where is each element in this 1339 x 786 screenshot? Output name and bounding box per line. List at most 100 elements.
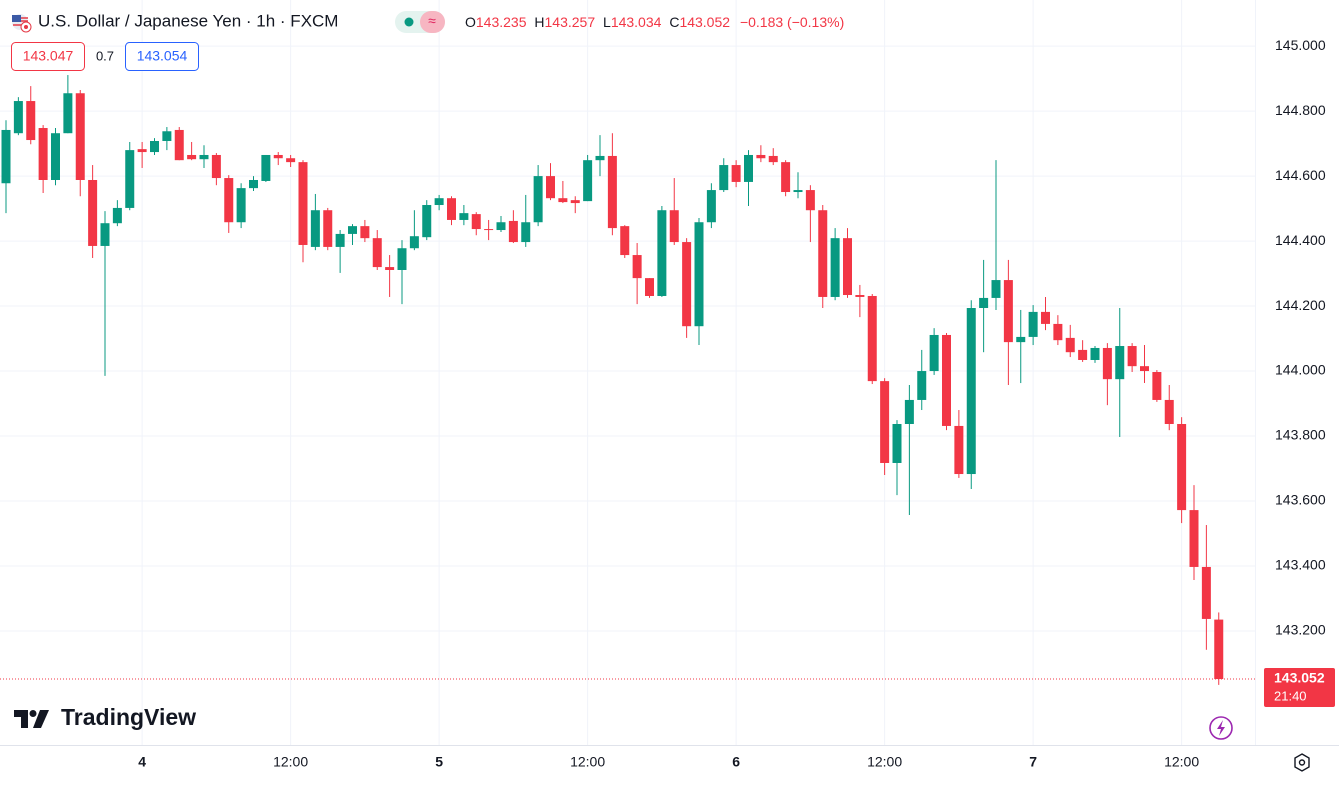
last-price-label: 143.052 [1274, 670, 1325, 686]
candle-body [273, 154, 283, 159]
candle-body [855, 295, 865, 297]
candle-body [533, 176, 543, 223]
candle-body [966, 308, 976, 475]
y-tick-label: 144.400 [1275, 232, 1326, 248]
x-tick-label: 5 [435, 754, 443, 770]
candle-body [1016, 336, 1026, 343]
candle-body [1201, 566, 1211, 619]
candle-body [595, 155, 605, 161]
logo-icon [14, 710, 49, 728]
candle-body [719, 165, 729, 191]
candle-body [917, 371, 927, 400]
x-tick-label: 12:00 [1164, 754, 1199, 770]
bid-price: 143.047 [23, 48, 74, 64]
y-tick-label: 145.000 [1275, 37, 1326, 53]
candle-body [13, 101, 23, 134]
alert-icon[interactable] [1209, 716, 1233, 740]
candle-body [286, 158, 296, 163]
candle-body [75, 93, 85, 180]
candle-body [372, 238, 382, 268]
candle-body [521, 222, 531, 243]
y-tick-label: 143.600 [1275, 492, 1326, 508]
ohlc-value: 143.034 [611, 14, 662, 30]
candle-body [459, 213, 469, 220]
candle-body [632, 255, 642, 279]
candle-body [397, 248, 407, 270]
x-tick-label: 4 [138, 754, 146, 770]
candle-body [645, 278, 654, 296]
candle-body [38, 128, 48, 180]
flag-icon [12, 14, 32, 33]
candle-body [137, 149, 147, 153]
candle-body [1053, 323, 1063, 341]
candle-body [360, 226, 370, 239]
candle-body [471, 214, 481, 230]
candle-body [818, 210, 828, 297]
ohlc-key: O [465, 14, 476, 30]
x-tick-label: 12:00 [570, 754, 605, 770]
spread: 0.7 [96, 48, 114, 63]
overlay: 143.200 143.400 143.600 143.800 144.000 144.2… [0, 37, 1335, 770]
ohlc-value: 143.257 [545, 14, 596, 30]
market-open-dot [404, 17, 414, 27]
candle-body [1102, 347, 1112, 380]
candle-body [211, 154, 221, 179]
candle-body [348, 226, 357, 234]
candle-body [756, 154, 766, 159]
candle-body [447, 198, 456, 220]
grid [0, 0, 1255, 745]
buy-button[interactable] [125, 42, 199, 71]
candle-body [929, 334, 939, 372]
candle-body [496, 222, 506, 231]
candle-body [706, 190, 716, 223]
y-tick-label: 144.800 [1275, 102, 1326, 118]
candle-body [731, 165, 741, 182]
candle-body [1078, 349, 1088, 360]
candle-body [323, 210, 333, 247]
candle-body [954, 425, 964, 475]
sell-button[interactable] [11, 42, 85, 71]
ohlc-key: C [669, 14, 679, 30]
candle-body [125, 150, 135, 208]
x-tick-label: 7 [1029, 754, 1037, 770]
candle-body [335, 233, 345, 247]
candle-body [768, 155, 778, 163]
candle-body [1115, 346, 1125, 380]
candle-body [26, 101, 36, 141]
candle-body [224, 178, 234, 223]
candle-body [112, 207, 122, 224]
candle-body [830, 238, 840, 297]
candle-body [805, 190, 815, 211]
candle-body [409, 236, 419, 249]
candle-body [1003, 280, 1013, 343]
y-tick-label: 144.000 [1275, 362, 1326, 378]
ohlc-value: 143.052 [679, 14, 730, 30]
candle-body [1065, 337, 1075, 353]
candle-body [657, 210, 667, 296]
candle-body [88, 179, 98, 246]
candle-body [187, 154, 197, 160]
candle-body [793, 190, 803, 193]
candle-body [583, 160, 593, 202]
y-tick-label: 143.800 [1275, 427, 1326, 443]
candle-body [385, 267, 395, 270]
candle-body [310, 210, 320, 247]
candle-body [199, 154, 209, 160]
candle-body [1090, 347, 1100, 360]
candle-body [843, 238, 852, 296]
y-tick-label: 144.200 [1275, 297, 1326, 313]
candle-body [1140, 366, 1149, 372]
candle-body [620, 226, 630, 256]
x-tick-label: 12:00 [867, 754, 902, 770]
candle-body [51, 133, 60, 180]
candle-body [781, 162, 791, 193]
ask-price: 143.054 [137, 48, 188, 64]
x-tick-label: 6 [732, 754, 740, 770]
ohlc-key: L [603, 14, 611, 30]
candle-body [150, 141, 159, 153]
candle-body [1028, 311, 1038, 337]
settings-icon[interactable] [1294, 753, 1310, 772]
candle-body [1177, 423, 1187, 511]
candle-body [1152, 372, 1162, 400]
